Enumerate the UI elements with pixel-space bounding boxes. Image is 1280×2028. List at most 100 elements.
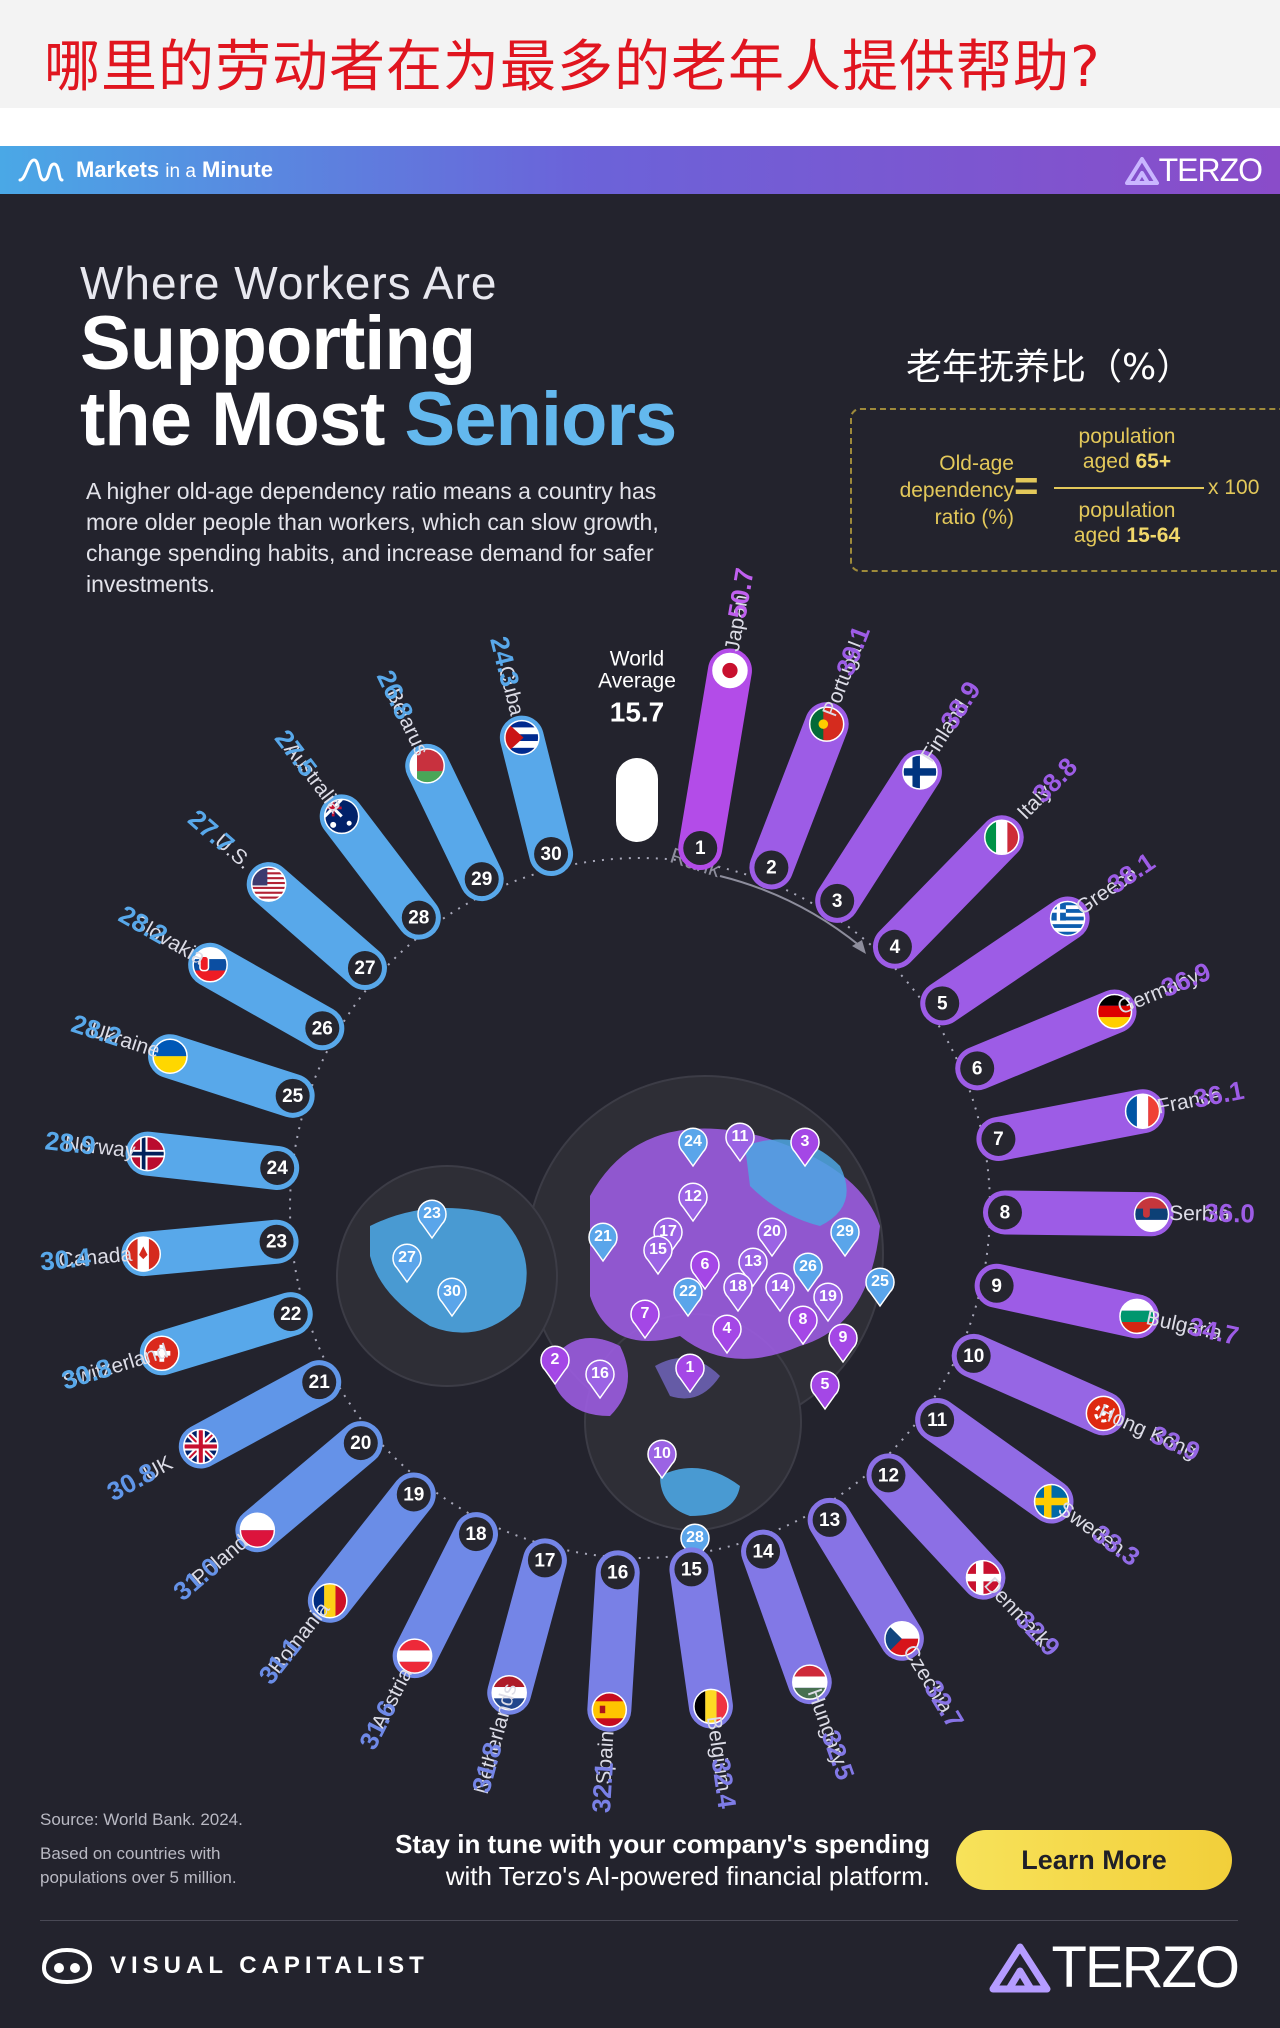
greece-flag-icon	[1049, 900, 1086, 937]
rank-badge	[754, 850, 789, 885]
terzo-bottom-text: TERZO	[1051, 1935, 1240, 2000]
rank-number: 28	[408, 908, 429, 929]
uk-flag-icon	[183, 1428, 219, 1465]
europe-pin-25: 25	[865, 1267, 895, 1308]
denominator-2b: 15-64	[1126, 524, 1181, 547]
europe-pin-2: 2	[540, 1345, 570, 1386]
north-america-landmass	[370, 1208, 527, 1333]
country-name: Serbia	[1169, 1202, 1230, 1226]
bar-capsule	[487, 1538, 567, 1715]
bar-capsule	[741, 1529, 832, 1705]
rank-number: 23	[266, 1232, 287, 1253]
country-value: 32.4	[706, 1756, 743, 1811]
bar-capsule	[982, 1190, 1174, 1237]
france-flag-icon	[1124, 1093, 1161, 1129]
europe-pin-5: 5	[810, 1370, 840, 1411]
country-bar-16: 16	[587, 1550, 640, 1732]
country-bar-29: 29	[405, 743, 504, 902]
pin-label: 2	[551, 1351, 560, 1368]
bar-capsule	[235, 1421, 383, 1553]
formula-lhs-1: Old-age	[939, 452, 1014, 475]
pin-label: 11	[732, 1128, 749, 1145]
europe-pin-19: 19	[813, 1282, 843, 1323]
rank-badge	[981, 1121, 1016, 1156]
pin-label: 9	[839, 1329, 848, 1346]
rank-badge	[674, 1552, 709, 1587]
poland-flag-icon	[239, 1512, 276, 1548]
visual-capitalist-logo[interactable]: VISUAL CAPITALIST	[40, 1946, 429, 1986]
formula-lhs: Old-age dependency ratio (%)	[864, 450, 1014, 531]
numerator-2: aged 65+	[1052, 449, 1202, 474]
rank-number: 1	[695, 838, 706, 859]
rank-number: 7	[993, 1129, 1004, 1150]
note-text: Based on countries with populations over…	[40, 1844, 237, 1887]
visual-capitalist-text: VISUAL CAPITALIST	[110, 1952, 429, 1979]
world-average-value: 15.7	[610, 696, 665, 727]
country-value: 33.9	[1146, 1419, 1204, 1467]
bar-capsule	[148, 1034, 315, 1118]
portugal-flag-icon	[808, 706, 845, 742]
pin-label: 3	[801, 1133, 810, 1150]
rank-number: 14	[752, 1542, 774, 1563]
pin-label: 20	[763, 1223, 781, 1240]
world-average-label-2: Average	[598, 670, 676, 693]
numerator-2b: 65+	[1135, 450, 1172, 473]
country-bar-26: 26	[188, 942, 345, 1051]
rank-number: 6	[972, 1058, 983, 1079]
country-value: 36.9	[1157, 956, 1215, 1003]
country-bar-1: 1	[678, 648, 752, 871]
rank-badge	[273, 1297, 308, 1332]
terzo-bottom-logo[interactable]: TERZO	[989, 1934, 1240, 2001]
rank-number: 21	[309, 1372, 331, 1393]
pin-label: 13	[744, 1253, 762, 1270]
canada-flag-icon	[125, 1236, 162, 1272]
headline-line3-b: Seniors	[404, 377, 678, 462]
rank-number: 12	[878, 1465, 899, 1486]
formula-lhs-2: dependency	[899, 479, 1014, 502]
europe-pin-26: 26	[793, 1252, 823, 1293]
rank-badge	[302, 1365, 337, 1400]
country-bar-28: 28	[319, 794, 441, 940]
visual-capitalist-icon	[41, 1947, 93, 1985]
rank-number: 22	[280, 1304, 301, 1325]
rank-number: 10	[963, 1346, 984, 1367]
rank-badge	[746, 1534, 781, 1569]
promo-text: Stay in tune with your company's spendin…	[330, 1828, 930, 1892]
country-bar-11: 11	[915, 1397, 1074, 1524]
asia-pin-1: 1	[675, 1353, 705, 1394]
rank-number: 2	[766, 857, 777, 878]
rank-badge	[401, 900, 436, 935]
formula-lhs-3: ratio (%)	[934, 506, 1014, 529]
rank-number: 8	[1000, 1202, 1011, 1223]
bar-capsule	[392, 1512, 498, 1679]
country-bar-21: 21	[178, 1360, 342, 1469]
formula-multiplier: x 100	[1208, 476, 1260, 499]
learn-more-button[interactable]: Learn More	[956, 1830, 1232, 1890]
markets-in-a-minute-brand[interactable]: Markets in a Minute	[18, 154, 273, 186]
bar-capsule	[587, 1550, 640, 1732]
terzo-bottom-mark-icon	[989, 1943, 1051, 1992]
europe-pin-16: 16	[585, 1359, 615, 1400]
source-text: Source: World Bank. 2024.	[40, 1810, 243, 1829]
rank-badge	[396, 1477, 431, 1512]
rank-number: 15	[681, 1559, 703, 1580]
brand-end: Minute	[202, 157, 273, 182]
brand-label: Markets in a Minute	[76, 157, 273, 183]
bar-capsule	[669, 1547, 733, 1729]
cuba-flag-icon	[504, 719, 540, 756]
headline-line3-a: the Most	[80, 377, 405, 462]
rank-number: 5	[937, 993, 948, 1014]
bar-capsule	[815, 749, 942, 923]
rank-number: 27	[354, 958, 375, 979]
americas-pin-27: 27	[392, 1243, 422, 1284]
country-bar-18: 18	[392, 1512, 498, 1679]
bar-capsule	[405, 743, 504, 902]
country-value: 28.9	[43, 1125, 97, 1160]
banner-title: 哪里的劳动者在为最多的老年人提供帮助?	[44, 35, 1101, 100]
pin-label: 22	[679, 1283, 697, 1300]
rank-badge	[683, 831, 718, 866]
terzo-top-logo[interactable]: TERZO	[1124, 152, 1263, 189]
bar-capsule	[139, 1292, 313, 1376]
sweden-flag-icon	[1033, 1483, 1070, 1520]
fraction-bar	[1054, 487, 1204, 489]
